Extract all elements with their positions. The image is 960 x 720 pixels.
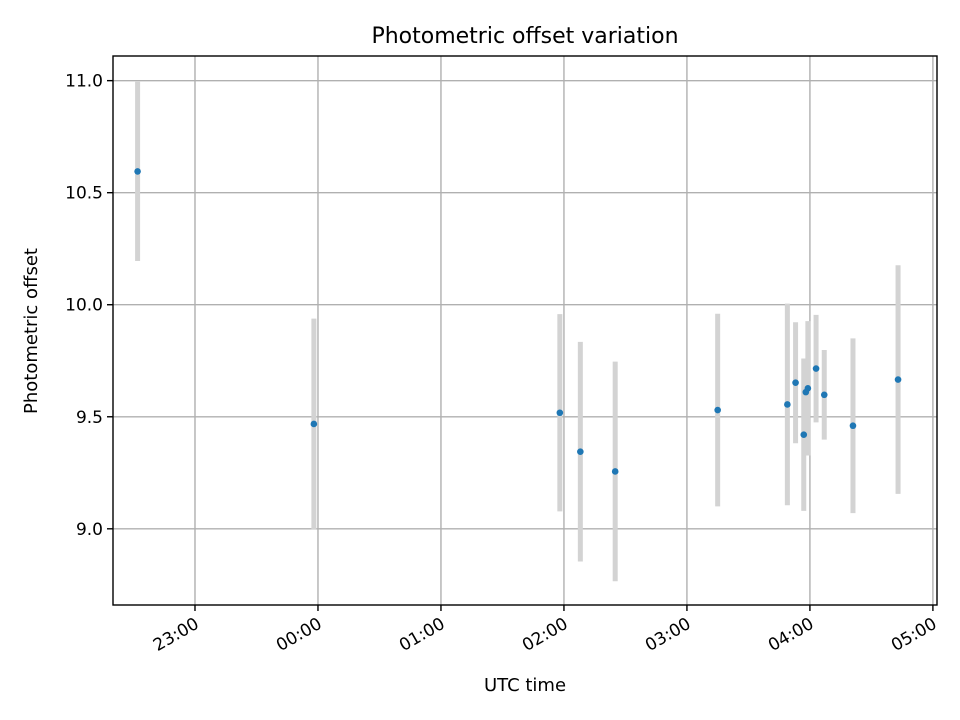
x-tick-label: 03:00 bbox=[642, 614, 694, 656]
data-point bbox=[849, 422, 857, 430]
y-tick-label: 10.0 bbox=[65, 296, 103, 316]
y-tick-label: 9.5 bbox=[76, 408, 103, 428]
data-point bbox=[804, 385, 812, 392]
data-point bbox=[714, 406, 721, 414]
x-tick-label: 01:00 bbox=[396, 614, 448, 656]
y-axis-label: Photometric offset bbox=[21, 248, 42, 414]
x-tick-label: 04:00 bbox=[765, 614, 817, 656]
x-axis-ticks: 23:00 00:00 01:00 02:00 03:00 04:00 05:00 bbox=[150, 605, 940, 656]
chart-title: Photometric offset variation bbox=[371, 24, 678, 49]
data-point bbox=[556, 409, 564, 417]
data-point bbox=[894, 376, 902, 383]
x-axis-label: UTC time bbox=[484, 675, 566, 696]
data-point bbox=[812, 365, 820, 372]
x-tick-label: 00:00 bbox=[273, 614, 325, 656]
x-tick-label: 02:00 bbox=[519, 614, 571, 656]
data-point bbox=[784, 401, 791, 408]
x-tick-label: 23:00 bbox=[150, 614, 202, 656]
data-points bbox=[134, 168, 902, 475]
data-point bbox=[310, 420, 318, 428]
data-point bbox=[820, 391, 828, 399]
grid-lines bbox=[113, 56, 937, 605]
error-bars bbox=[135, 81, 901, 582]
y-axis-ticks: 9.0 9.5 10.0 10.5 11.0 bbox=[65, 72, 113, 540]
x-tick-label: 05:00 bbox=[888, 614, 940, 656]
data-point bbox=[800, 431, 808, 438]
y-tick-label: 10.5 bbox=[65, 184, 103, 204]
y-tick-label: 11.0 bbox=[65, 72, 103, 92]
data-point bbox=[792, 379, 799, 387]
plot-frame bbox=[112, 55, 938, 606]
y-tick-label: 9.0 bbox=[76, 520, 103, 540]
data-point bbox=[577, 448, 584, 456]
data-point bbox=[134, 168, 141, 175]
data-point bbox=[611, 468, 619, 475]
